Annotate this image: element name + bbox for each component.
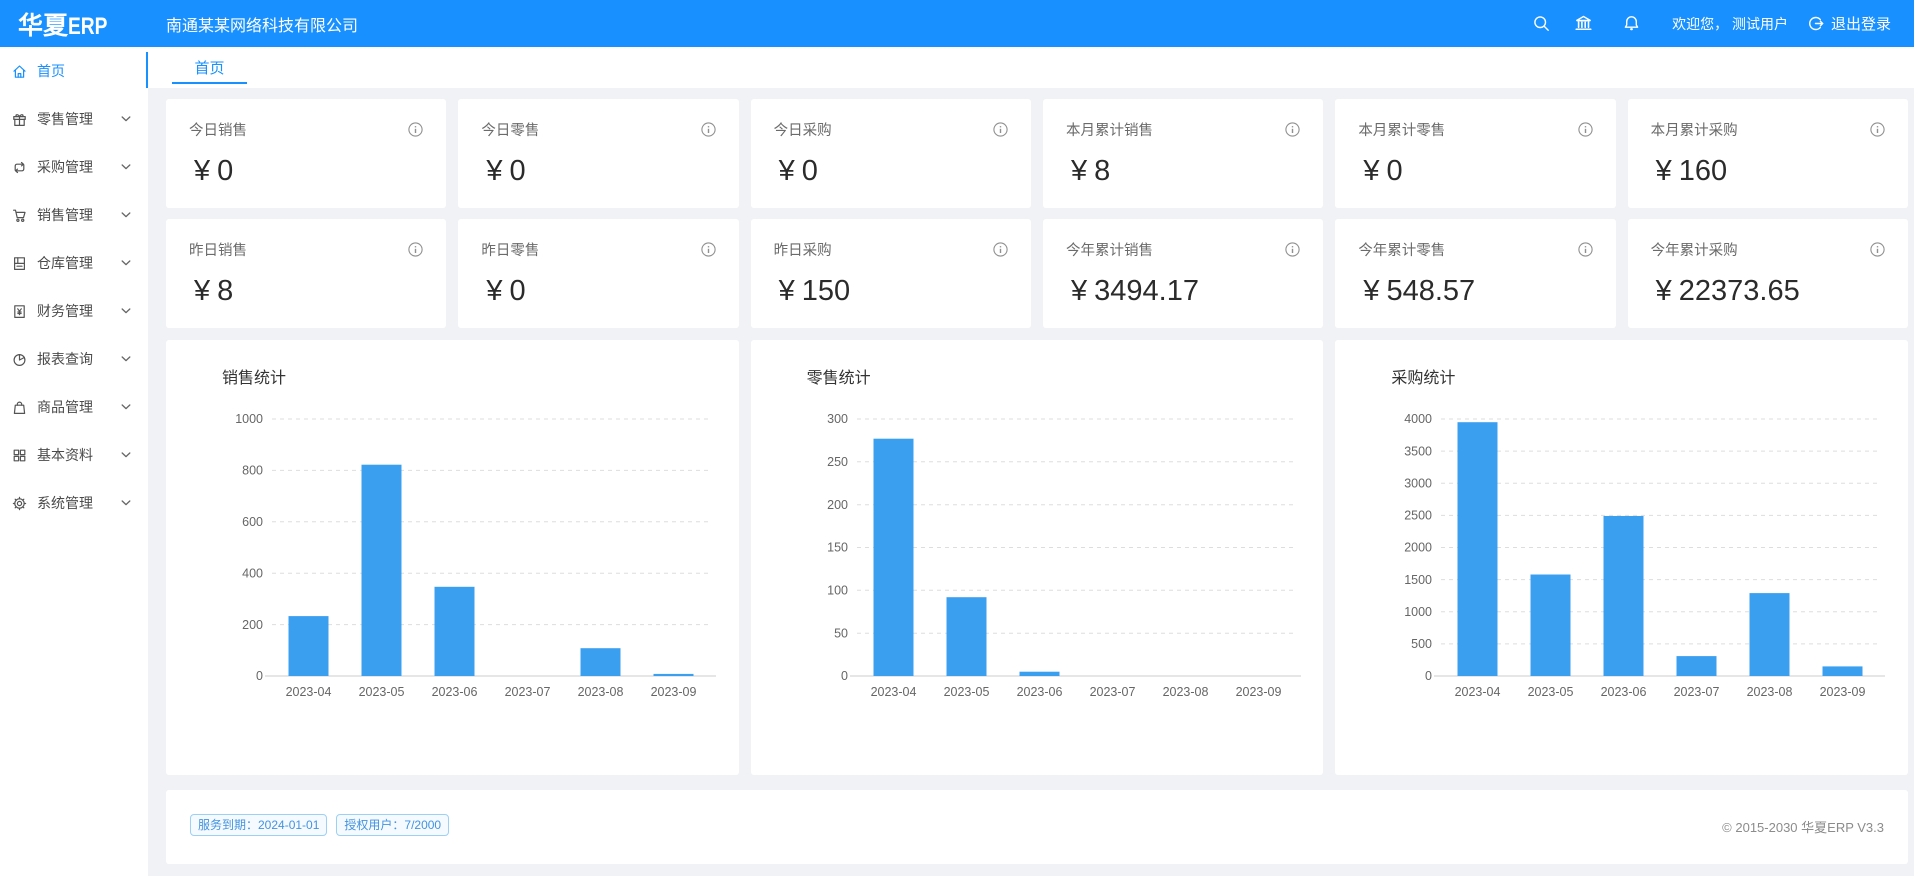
svg-text:2023-07: 2023-07: [505, 685, 551, 699]
svg-text:2500: 2500: [1405, 509, 1433, 523]
svg-text:2023-05: 2023-05: [359, 685, 405, 699]
svg-text:2023-08: 2023-08: [1747, 685, 1793, 699]
svg-text:0: 0: [841, 669, 848, 683]
svg-text:3000: 3000: [1405, 476, 1433, 490]
svg-text:4000: 4000: [1405, 412, 1433, 426]
svg-text:2023-07: 2023-07: [1674, 685, 1720, 699]
svg-text:1500: 1500: [1405, 573, 1433, 587]
svg-text:2023-04: 2023-04: [870, 685, 916, 699]
svg-text:2000: 2000: [1405, 541, 1433, 555]
svg-text:3500: 3500: [1405, 444, 1433, 458]
svg-text:300: 300: [827, 412, 848, 426]
svg-text:2023-05: 2023-05: [1528, 685, 1574, 699]
svg-text:0: 0: [256, 669, 263, 683]
svg-text:200: 200: [827, 498, 848, 512]
svg-text:500: 500: [1411, 637, 1432, 651]
svg-text:1000: 1000: [1405, 605, 1433, 619]
svg-text:100: 100: [827, 584, 848, 598]
svg-text:2023-08: 2023-08: [1162, 685, 1208, 699]
svg-text:400: 400: [242, 566, 263, 580]
svg-text:2023-09: 2023-09: [1820, 685, 1866, 699]
svg-text:200: 200: [242, 618, 263, 632]
svg-text:2023-06: 2023-06: [432, 685, 478, 699]
svg-text:600: 600: [242, 515, 263, 529]
svg-text:50: 50: [834, 626, 848, 640]
svg-text:2023-05: 2023-05: [943, 685, 989, 699]
svg-text:2023-06: 2023-06: [1601, 685, 1647, 699]
svg-text:250: 250: [827, 455, 848, 469]
svg-text:0: 0: [1425, 669, 1432, 683]
svg-text:2023-07: 2023-07: [1089, 685, 1135, 699]
svg-text:2023-08: 2023-08: [578, 685, 624, 699]
svg-text:2023-09: 2023-09: [1235, 685, 1281, 699]
svg-text:2023-09: 2023-09: [651, 685, 697, 699]
svg-text:2023-04: 2023-04: [286, 685, 332, 699]
svg-text:800: 800: [242, 464, 263, 478]
svg-text:2023-04: 2023-04: [1455, 685, 1501, 699]
svg-text:2023-06: 2023-06: [1016, 685, 1062, 699]
svg-text:1000: 1000: [235, 412, 263, 426]
svg-text:150: 150: [827, 541, 848, 555]
